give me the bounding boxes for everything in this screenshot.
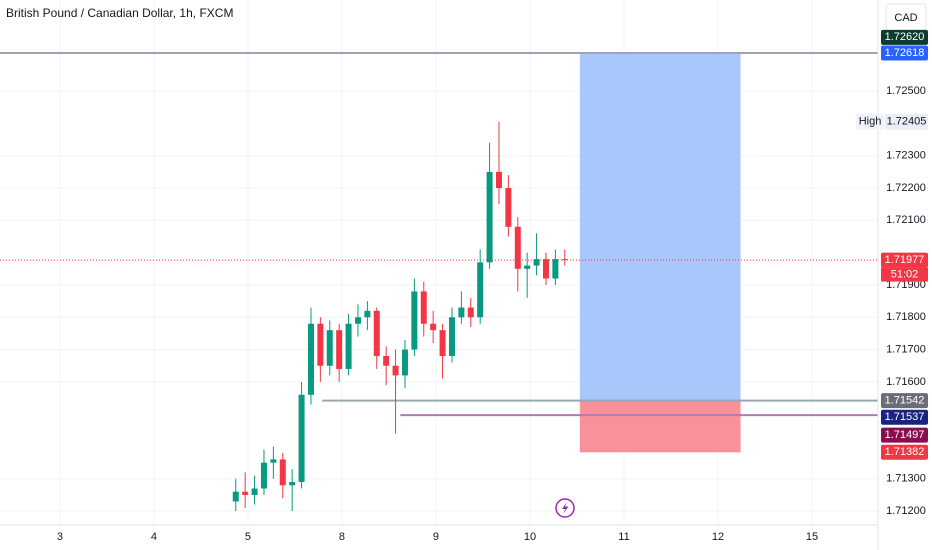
price-label-box bbox=[881, 45, 928, 61]
lightning[interactable] bbox=[562, 502, 569, 514]
y-tick-label: 1.71600 bbox=[886, 376, 926, 388]
candle-body bbox=[298, 394, 305, 483]
price-label: 1.71497 bbox=[885, 429, 925, 441]
y-tick-label: 1.71800 bbox=[886, 311, 926, 323]
candle-body bbox=[317, 323, 324, 366]
candle-body bbox=[505, 188, 512, 227]
candle-body bbox=[345, 323, 352, 369]
candle-body bbox=[439, 330, 446, 357]
candle-body bbox=[486, 171, 493, 263]
price-label-box bbox=[881, 444, 928, 460]
candle-body bbox=[336, 330, 343, 369]
candle-body bbox=[448, 317, 455, 357]
candle-body bbox=[561, 259, 568, 261]
price-label-box bbox=[881, 252, 928, 268]
countdown: 51:02 bbox=[891, 268, 919, 280]
candle-body bbox=[392, 365, 399, 376]
candle-body bbox=[495, 171, 502, 189]
high-tag: High bbox=[859, 116, 882, 128]
events-icon[interactable] bbox=[555, 498, 575, 518]
price-label: 1.71542 bbox=[885, 395, 925, 407]
profit-zone bbox=[579, 52, 741, 401]
price-label: 1.72620 bbox=[885, 31, 925, 43]
candle-body bbox=[430, 323, 437, 331]
countdown-box bbox=[881, 267, 928, 282]
y-tick-label: 1.72300 bbox=[886, 150, 926, 162]
candle-body bbox=[289, 482, 296, 486]
candle-body bbox=[242, 491, 249, 495]
candle-body bbox=[270, 459, 277, 463]
price-label-box bbox=[881, 29, 928, 45]
price-label: 1.71382 bbox=[885, 446, 925, 458]
candle-body bbox=[411, 291, 418, 350]
candle-body bbox=[307, 323, 314, 395]
axes: 1.71200 1.71300 1.71600 1.71700 1.71800 1.719… bbox=[57, 85, 926, 543]
high-tag-box bbox=[856, 113, 884, 130]
price-label: 1.71537 bbox=[885, 411, 925, 423]
x-tick-label: 11 bbox=[618, 531, 629, 543]
x-tick-label: 8 bbox=[339, 531, 345, 543]
price-label-box bbox=[881, 409, 928, 425]
candle-body bbox=[552, 259, 559, 279]
y-tick-label: 1.72200 bbox=[886, 182, 926, 194]
x-tick-label: 12 bbox=[712, 531, 724, 543]
candle-body bbox=[373, 310, 380, 357]
currency-button-label[interactable]: CAD bbox=[894, 12, 917, 24]
y-tick-label: 1.71300 bbox=[886, 473, 926, 485]
candle-body bbox=[524, 265, 531, 269]
candle-body bbox=[232, 491, 239, 502]
candle-body bbox=[533, 259, 540, 266]
candle-body bbox=[383, 356, 390, 366]
x-tick-label: 15 bbox=[806, 531, 818, 543]
candle-body bbox=[458, 307, 465, 318]
price-label-box bbox=[881, 393, 928, 409]
y-tick-label: 1.72100 bbox=[886, 214, 926, 226]
candle-body bbox=[420, 291, 427, 324]
x-tick-label: 4 bbox=[151, 531, 157, 543]
x-tick-label: 5 bbox=[245, 531, 251, 543]
candle-body bbox=[251, 488, 258, 495]
candle-body bbox=[354, 317, 361, 324]
candle-body bbox=[364, 310, 371, 318]
chart-title: British Pound / Canadian Dollar, 1h, FXC… bbox=[6, 6, 233, 20]
y-tick-label: 1.71900 bbox=[886, 279, 926, 291]
y-tick-label: 1.72500 bbox=[886, 85, 926, 97]
candle-body bbox=[279, 459, 286, 486]
candle-body bbox=[401, 349, 408, 376]
price-label: 1.71977 bbox=[885, 254, 925, 266]
y-tick-label: 1.71200 bbox=[886, 505, 926, 517]
high-label-box bbox=[885, 113, 928, 130]
price-label: 1.72618 bbox=[885, 47, 925, 59]
x-tick-label: 10 bbox=[524, 531, 536, 543]
price-label-box bbox=[881, 427, 928, 443]
y-tick-label: 1.71700 bbox=[886, 343, 926, 355]
candle-body bbox=[514, 226, 521, 269]
x-tick-label: 3 bbox=[57, 531, 63, 543]
candle-body bbox=[326, 330, 333, 366]
candle-body bbox=[467, 307, 474, 318]
high-label: 1.72405 bbox=[887, 116, 927, 128]
x-tick-label: 9 bbox=[433, 531, 439, 543]
loss-zone bbox=[579, 400, 741, 453]
price-labels: 1.72620 1.72618 1.71977 51:02 1.71542 1.71537… bbox=[856, 29, 928, 460]
candle-body bbox=[477, 262, 484, 318]
candle-body bbox=[260, 462, 267, 489]
candle-body bbox=[542, 259, 549, 279]
plot-area bbox=[0, 51, 878, 512]
